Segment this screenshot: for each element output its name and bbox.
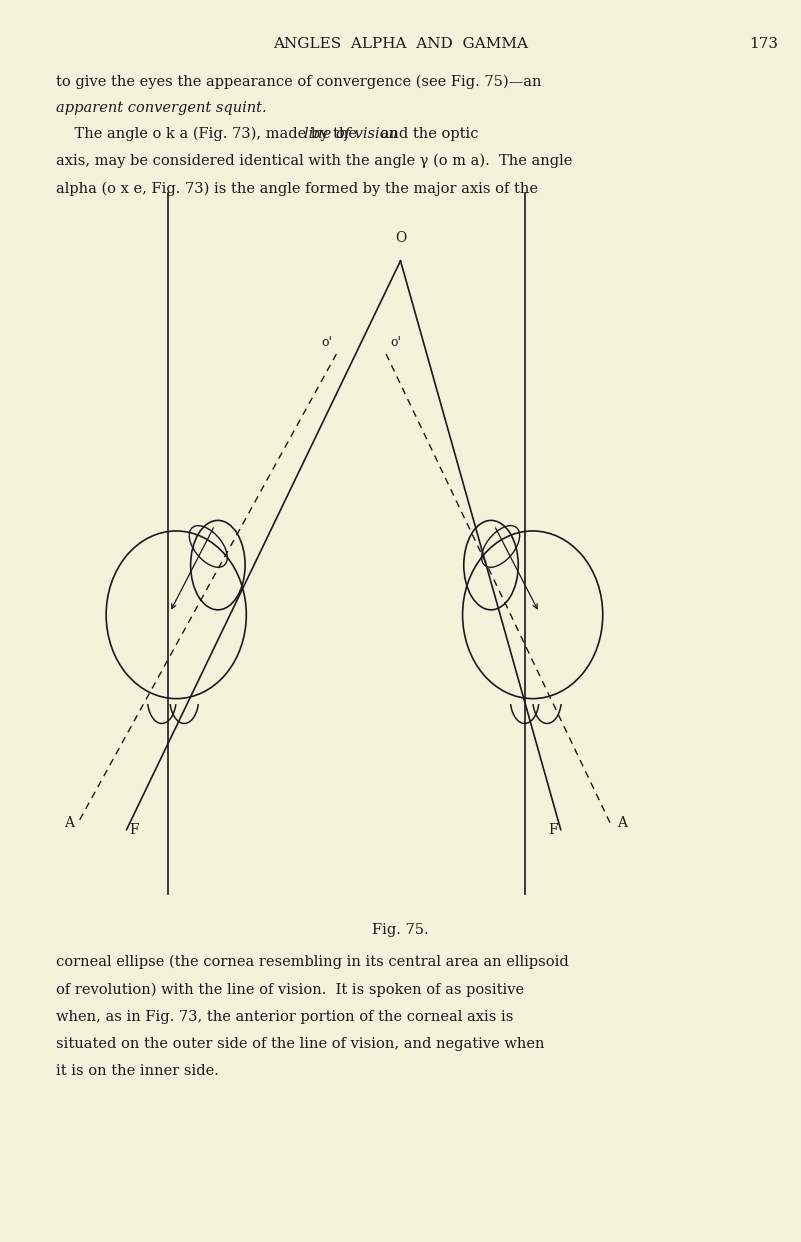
Text: O: O bbox=[395, 231, 406, 245]
Text: A: A bbox=[617, 816, 626, 831]
Text: axis, may be considered identical with the angle γ (o m a).  The angle: axis, may be considered identical with t… bbox=[56, 154, 573, 169]
Text: Fig. 75.: Fig. 75. bbox=[372, 923, 429, 936]
Text: F: F bbox=[548, 822, 557, 837]
Text: corneal ellipse (the cornea resembling in its central area an ellipsoid: corneal ellipse (the cornea resembling i… bbox=[56, 955, 569, 970]
Text: o': o' bbox=[390, 337, 401, 349]
Text: line of vision: line of vision bbox=[304, 127, 398, 140]
Text: A: A bbox=[64, 816, 74, 831]
Text: apparent convergent squint.: apparent convergent squint. bbox=[56, 101, 267, 114]
Text: 173: 173 bbox=[749, 37, 778, 51]
Text: The angle o k a (Fig. 73), made by the: The angle o k a (Fig. 73), made by the bbox=[56, 127, 362, 142]
Text: alpha (o x e, Fig. 73) is the angle formed by the major axis of the: alpha (o x e, Fig. 73) is the angle form… bbox=[56, 181, 538, 196]
Text: of revolution) with the line of vision.  It is spoken of as positive: of revolution) with the line of vision. … bbox=[56, 982, 524, 997]
Text: ANGLES  ALPHA  AND  GAMMA: ANGLES ALPHA AND GAMMA bbox=[273, 37, 528, 51]
Text: when, as in Fig. 73, the anterior portion of the corneal axis is: when, as in Fig. 73, the anterior portio… bbox=[56, 1010, 513, 1023]
Text: and the optic: and the optic bbox=[376, 127, 479, 140]
Text: it is on the inner side.: it is on the inner side. bbox=[56, 1064, 219, 1078]
Text: situated on the outer side of the line of vision, and negative when: situated on the outer side of the line o… bbox=[56, 1037, 545, 1051]
Text: F: F bbox=[130, 822, 139, 837]
Text: o': o' bbox=[321, 337, 332, 349]
Text: to give the eyes the appearance of convergence (see Fig. 75)—an: to give the eyes the appearance of conve… bbox=[56, 75, 541, 89]
